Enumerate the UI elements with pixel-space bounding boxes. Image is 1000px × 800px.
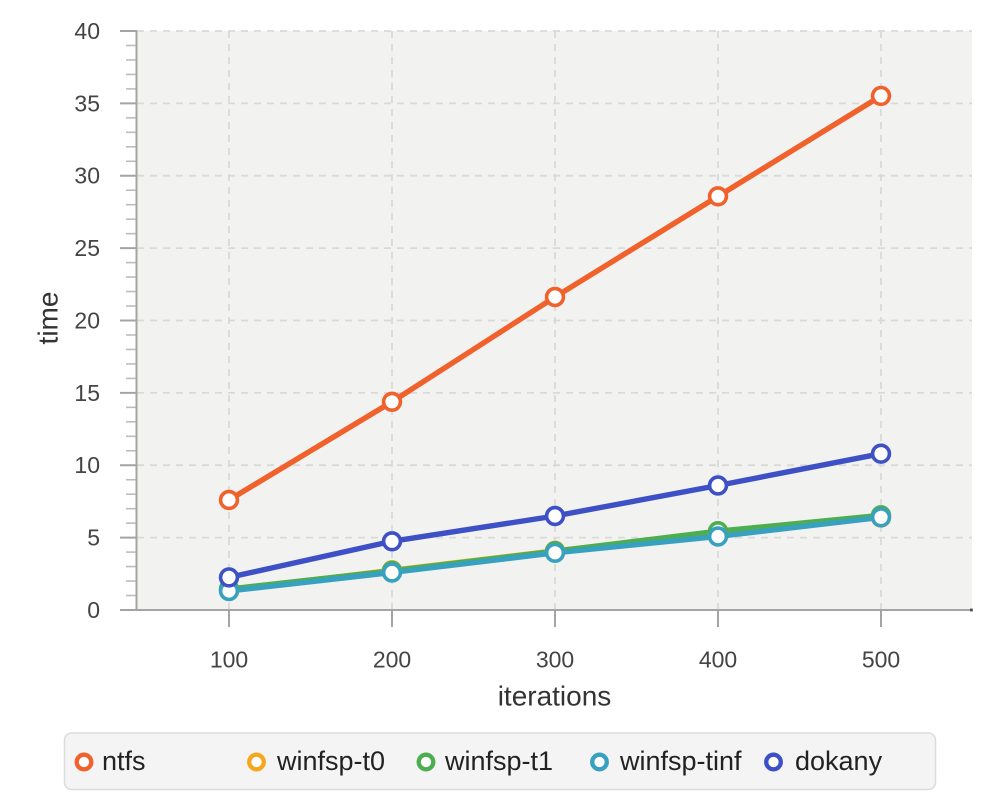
svg-text:20: 20 [74,308,100,334]
svg-text:ntfs: ntfs [102,746,146,776]
svg-text:dokany: dokany [795,746,883,776]
svg-text:200: 200 [373,647,411,673]
svg-text:30: 30 [74,163,100,189]
svg-text:10: 10 [74,452,100,478]
svg-text:5: 5 [87,525,100,551]
svg-text:winfsp-t1: winfsp-t1 [444,746,553,776]
svg-text:time: time [33,292,64,345]
svg-text:iterations: iterations [498,681,612,712]
svg-text:winfsp-t0: winfsp-t0 [276,746,385,776]
svg-text:winfsp-tinf: winfsp-tinf [619,746,742,776]
svg-text:40: 40 [74,18,100,44]
svg-text:15: 15 [74,380,100,406]
svg-text:0: 0 [87,597,100,623]
svg-text:300: 300 [536,647,574,673]
svg-text:35: 35 [74,90,100,116]
svg-text:500: 500 [862,647,900,673]
svg-text:25: 25 [74,235,100,261]
svg-text:400: 400 [699,647,737,673]
svg-text:100: 100 [210,647,248,673]
